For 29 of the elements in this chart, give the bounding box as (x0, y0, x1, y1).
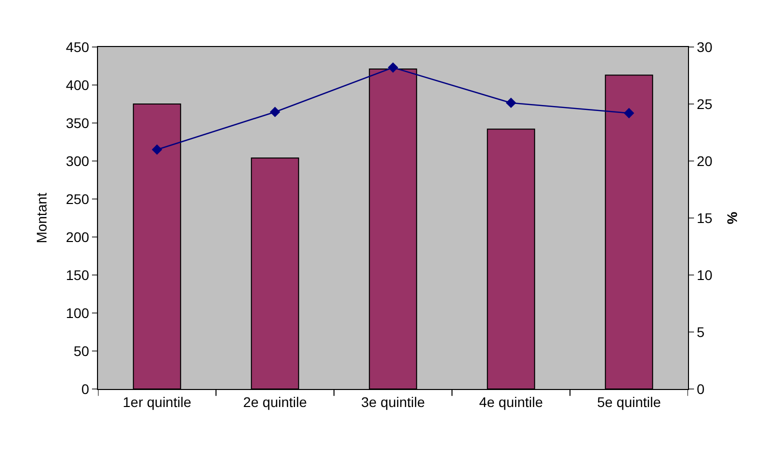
y-tick-label: 450 (66, 38, 90, 55)
y-tick-label: 400 (66, 76, 90, 93)
y-tick-label: 350 (66, 114, 90, 131)
x-tick-label: 5e quintile (597, 394, 662, 410)
y2-tick-label: 15 (696, 210, 713, 226)
x-tick-label: 1er quintile (122, 394, 192, 410)
y2-tick-label: 10 (696, 266, 713, 283)
y2-tick-label: 30 (696, 38, 713, 55)
point (388, 62, 398, 73)
y2-tick-label: 20 (696, 152, 713, 169)
y-tick-label: 50 (74, 342, 90, 359)
point (270, 106, 280, 118)
y2-tick-label: 5 (696, 324, 705, 340)
y-tick-label: 250 (66, 190, 90, 207)
y-tick-label: 200 (66, 228, 90, 245)
point (152, 144, 162, 155)
point (624, 108, 634, 118)
x-tick-label: 2e quintile (243, 394, 308, 410)
y-tick-label: 0 (81, 380, 90, 397)
point (506, 98, 516, 108)
y-axis-title: Montant (33, 192, 50, 244)
y-tick-label: 100 (66, 304, 90, 321)
y-tick-label: 300 (66, 152, 90, 169)
y-tick-label: 150 (66, 266, 90, 283)
x-tick-label: 4e quintile (479, 394, 544, 410)
y2-axis-title: % (724, 211, 740, 224)
y2-tick-label: 25 (696, 96, 713, 112)
y2-tick-label: 0 (696, 380, 705, 397)
x-tick-label: 3e quintile (361, 394, 426, 410)
